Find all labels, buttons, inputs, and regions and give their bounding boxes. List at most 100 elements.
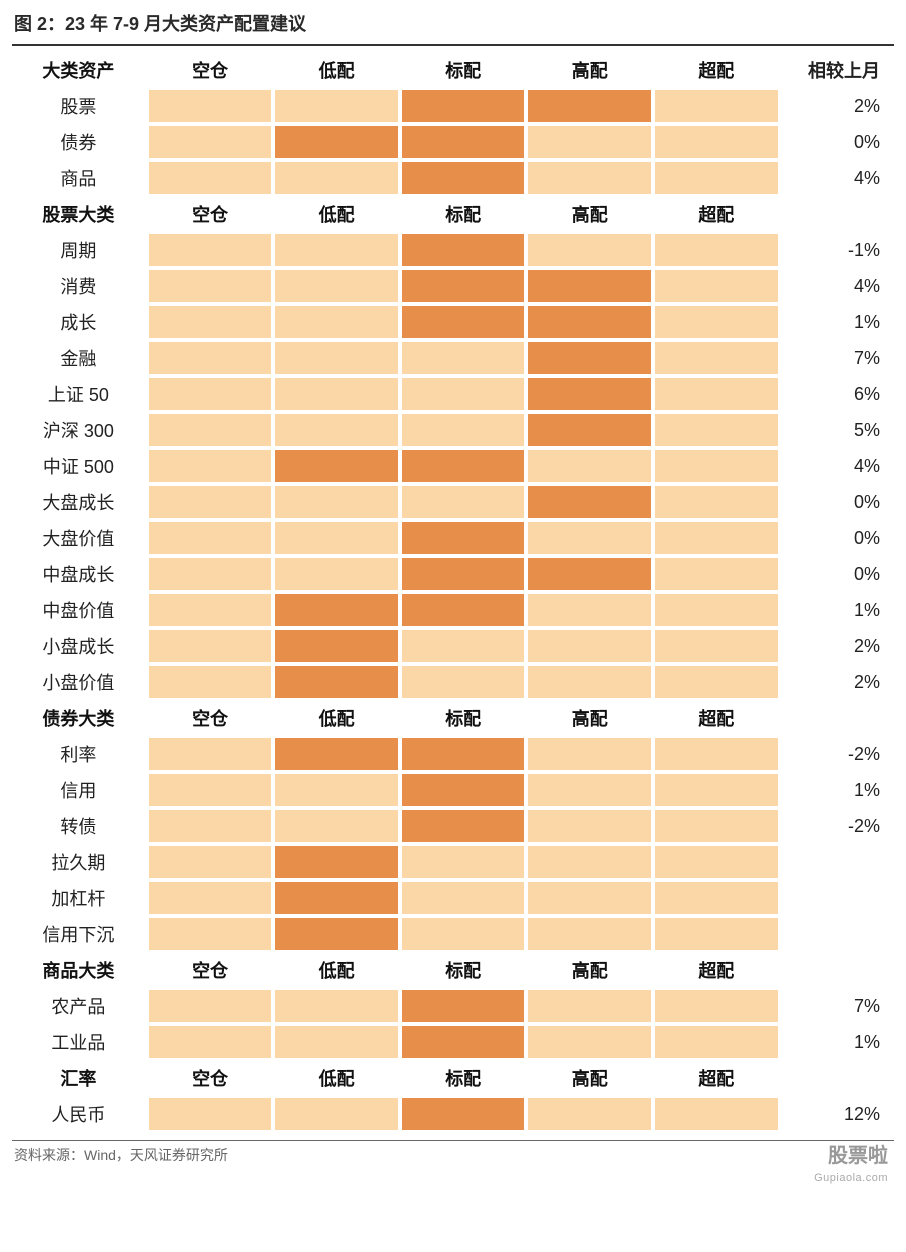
alloc-level-header: 标配 [402,54,525,86]
alloc-cell [402,738,525,770]
alloc-level-header: 标配 [402,198,525,230]
alloc-level-header: 标配 [402,954,525,986]
alloc-level-header: 高配 [528,54,651,86]
alloc-level-header: 高配 [528,1062,651,1094]
change-value: 6% [782,378,894,410]
change-value: 0% [782,558,894,590]
alloc-cell [402,594,525,626]
alloc-cell [402,306,525,338]
alloc-cell [149,126,272,158]
alloc-cell [402,522,525,554]
row-label: 商品 [12,162,145,194]
alloc-cell [402,1026,525,1058]
change-header [782,198,894,230]
alloc-level-header: 空仓 [149,198,272,230]
section-header: 汇率 [12,1062,145,1094]
alloc-cell [655,1026,778,1058]
alloc-cell [528,162,651,194]
row-label: 转债 [12,810,145,842]
alloc-cell [528,1098,651,1130]
alloc-cell [655,666,778,698]
alloc-cell [149,522,272,554]
alloc-level-header: 低配 [275,1062,398,1094]
row-label: 金融 [12,342,145,374]
alloc-cell [528,270,651,302]
change-value: 2% [782,666,894,698]
alloc-cell [655,162,778,194]
alloc-cell [528,306,651,338]
alloc-level-header: 空仓 [149,702,272,734]
change-value: 7% [782,990,894,1022]
change-value [782,846,894,878]
section-header: 债券大类 [12,702,145,734]
change-value: 12% [782,1098,894,1130]
alloc-cell [528,990,651,1022]
alloc-cell [402,846,525,878]
row-label: 中证 500 [12,450,145,482]
row-label: 小盘价值 [12,666,145,698]
allocation-table: 大类资产空仓低配标配高配超配相较上月股票2%债券0%商品4%股票大类空仓低配标配… [0,50,906,1134]
alloc-level-header: 标配 [402,702,525,734]
alloc-cell [528,126,651,158]
alloc-cell [655,1098,778,1130]
row-label: 信用 [12,774,145,806]
row-label: 拉久期 [12,846,145,878]
change-value: -2% [782,810,894,842]
alloc-cell [275,882,398,914]
alloc-cell [402,810,525,842]
alloc-cell [402,990,525,1022]
alloc-cell [402,342,525,374]
figure-title: 图 2：23 年 7-9 月大类资产配置建议 [0,0,906,44]
alloc-cell [655,738,778,770]
alloc-cell [528,342,651,374]
alloc-cell [655,270,778,302]
alloc-cell [275,810,398,842]
alloc-cell [149,414,272,446]
alloc-cell [275,306,398,338]
alloc-cell [402,450,525,482]
alloc-cell [149,990,272,1022]
row-label: 消费 [12,270,145,302]
alloc-cell [275,414,398,446]
alloc-cell [655,306,778,338]
change-value [782,882,894,914]
alloc-cell [275,1098,398,1130]
alloc-cell [149,882,272,914]
alloc-cell [655,126,778,158]
alloc-cell [275,342,398,374]
alloc-cell [402,918,525,950]
alloc-cell [149,666,272,698]
alloc-cell [275,990,398,1022]
alloc-cell [149,486,272,518]
alloc-cell [655,522,778,554]
alloc-cell [528,414,651,446]
alloc-cell [528,450,651,482]
alloc-level-header: 超配 [655,198,778,230]
alloc-cell [149,630,272,662]
alloc-cell [528,666,651,698]
alloc-cell [402,486,525,518]
row-label: 沪深 300 [12,414,145,446]
alloc-cell [149,162,272,194]
change-value [782,918,894,950]
row-label: 中盘价值 [12,594,145,626]
alloc-cell [528,882,651,914]
alloc-cell [402,666,525,698]
alloc-cell [655,486,778,518]
alloc-cell [275,234,398,266]
alloc-cell [275,486,398,518]
alloc-cell [275,594,398,626]
change-value: 1% [782,306,894,338]
alloc-cell [402,630,525,662]
row-label: 工业品 [12,1026,145,1058]
alloc-cell [528,1026,651,1058]
section-header: 股票大类 [12,198,145,230]
alloc-cell [149,774,272,806]
alloc-cell [402,414,525,446]
alloc-cell [528,234,651,266]
alloc-cell [655,846,778,878]
change-value: 7% [782,342,894,374]
alloc-cell [528,774,651,806]
alloc-level-header: 高配 [528,198,651,230]
alloc-cell [655,630,778,662]
